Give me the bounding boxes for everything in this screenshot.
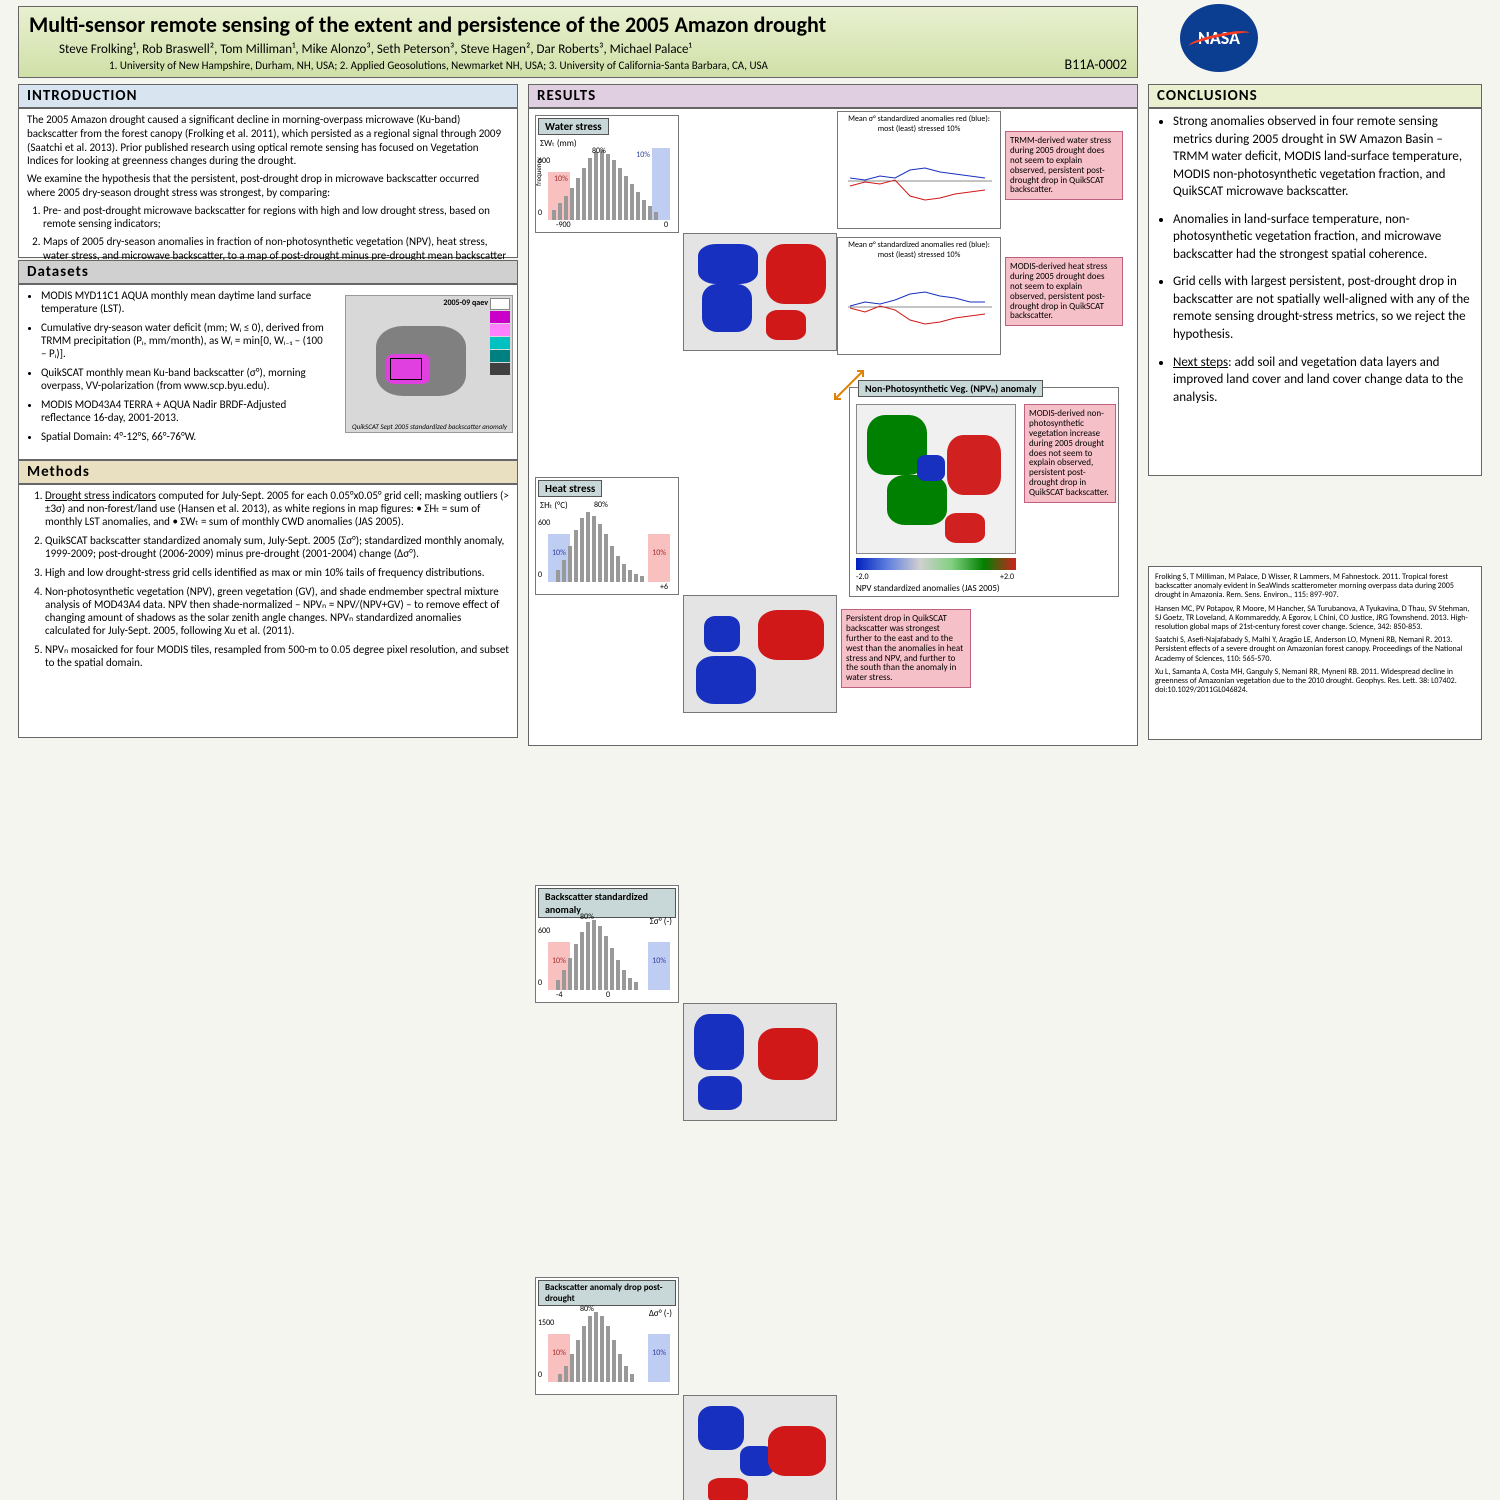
poster-title: Multi-sensor remote sensing of the exten… bbox=[29, 11, 1127, 38]
results-body: Water stress ΣWₜ (mm) 10% 10% 80% 600 0 … bbox=[528, 108, 1138, 746]
results-section: RESULTS Water stress ΣWₜ (mm) 10% 10% 80… bbox=[528, 84, 1138, 746]
legend-swatch bbox=[490, 298, 510, 310]
pink-box-water: TRMM-derived water stress during 2005 dr… bbox=[1005, 131, 1123, 200]
legend-swatch bbox=[490, 337, 510, 349]
conclusion-item: Grid cells with largest persistent, post… bbox=[1173, 273, 1473, 343]
method-item: Drought stress indicators computed for J… bbox=[45, 489, 509, 528]
backscatter-histogram: Backscatter standardized anomaly 80% Σσ°… bbox=[535, 885, 679, 1003]
intro-para-1: The 2005 Amazon drought caused a signifi… bbox=[27, 113, 509, 168]
method-item: High and low drought-stress grid cells i… bbox=[45, 566, 509, 579]
dataset-item: Spatial Domain: 4°-12°S, 66°-76°W. bbox=[41, 430, 327, 443]
reference: Saatchi S, Asefi-Najafabady S, Malhi Y, … bbox=[1155, 636, 1475, 664]
backscatter-drop-histogram: Backscatter anomaly drop post-drought Δσ… bbox=[535, 1277, 679, 1395]
datasets-body: MODIS MYD11C1 AQUA monthly mean daytime … bbox=[18, 284, 518, 460]
intro-para-2: We examine the hypothesis that the persi… bbox=[27, 172, 509, 200]
methods-section: Methods Drought stress indicators comput… bbox=[18, 460, 518, 738]
backscatter-drop-map bbox=[683, 1395, 837, 1500]
poster-code: B11A-0002 bbox=[1065, 56, 1127, 73]
methods-body: Drought stress indicators computed for J… bbox=[18, 484, 518, 738]
method-item: NPVₙ mosaicked for four MODIS tiles, res… bbox=[45, 643, 509, 669]
method-item: QuikSCAT backscatter standardized anomal… bbox=[45, 534, 509, 560]
method-item: Non-photosynthetic vegetation (NPV), gre… bbox=[45, 585, 509, 637]
histogram-bars bbox=[548, 148, 668, 220]
pink-box-npv: MODIS-derived non-photosynthetic vegetat… bbox=[1024, 404, 1116, 503]
heat-stress-histogram: Heat stress ΣHₜ (°C) 80% 10% 10% 600 0 +… bbox=[535, 477, 679, 595]
heat-stress-map bbox=[683, 595, 837, 713]
npv-panel: Non-Photosynthetic Veg. (NPVₙ) anomaly -… bbox=[849, 387, 1119, 597]
reference: Xu L, Samanta A, Costa MH, Ganguly S, Ne… bbox=[1155, 668, 1475, 696]
water-stress-histogram: Water stress ΣWₜ (mm) 10% 10% 80% 600 0 … bbox=[535, 115, 679, 233]
legend-swatch bbox=[490, 311, 510, 323]
author-list: Steve Frolking¹, Rob Braswell², Tom Mill… bbox=[59, 42, 1127, 57]
water-stress-map bbox=[683, 233, 837, 351]
introduction-body: The 2005 Amazon drought caused a signifi… bbox=[18, 108, 518, 258]
conclusion-item: Anomalies in land-surface temperature, n… bbox=[1173, 211, 1473, 264]
dataset-item: Cumulative dry-season water deficit (mm;… bbox=[41, 321, 327, 360]
inset-map: 2005-09 qaev QuikSCAT Sept 2005 standard… bbox=[345, 295, 513, 433]
inset-label: 2005-09 qaev bbox=[443, 298, 488, 308]
arrow-icon bbox=[829, 365, 869, 405]
conclusions-section: CONCLUSIONS Strong anomalies observed in… bbox=[1148, 84, 1482, 476]
affiliations: 1. University of New Hampshire, Durham, … bbox=[109, 59, 1127, 72]
introduction-section: INTRODUCTION The 2005 Amazon drought cau… bbox=[18, 84, 518, 258]
methods-heading: Methods bbox=[18, 460, 518, 484]
conclusions-body: Strong anomalies observed in four remote… bbox=[1148, 108, 1482, 476]
dataset-item: MODIS MOD43A4 TERRA + AQUA Nadir BRDF-Ad… bbox=[41, 398, 327, 424]
inset-caption: QuikSCAT Sept 2005 standardized backscat… bbox=[352, 422, 507, 431]
legend-swatch bbox=[490, 324, 510, 336]
reference: Frolking S, T Milliman, M Palace, D Wiss… bbox=[1155, 573, 1475, 601]
reference: Hansen MC, PV Potapov, R Moore, M Hanche… bbox=[1155, 605, 1475, 633]
conclusion-item: Next steps: add soil and vegetation data… bbox=[1173, 354, 1473, 407]
results-heading: RESULTS bbox=[528, 84, 1138, 108]
references-box: Frolking S, T Milliman, M Palace, D Wiss… bbox=[1148, 566, 1482, 740]
introduction-heading: INTRODUCTION bbox=[18, 84, 518, 108]
poster-title-bar: Multi-sensor remote sensing of the exten… bbox=[18, 6, 1138, 78]
legend-swatch bbox=[490, 350, 510, 362]
heat-timeseries: Mean σ° standardized anomalies red (blue… bbox=[837, 237, 1001, 355]
dataset-item: QuikSCAT monthly mean Ku-band backscatte… bbox=[41, 366, 327, 392]
nasa-logo: NASA bbox=[1180, 4, 1258, 72]
dataset-item: MODIS MYD11C1 AQUA monthly mean daytime … bbox=[41, 289, 327, 315]
legend-swatch bbox=[490, 363, 510, 375]
pink-box-heat: MODIS-derived heat stress during 2005 dr… bbox=[1005, 257, 1123, 326]
water-timeseries: Mean σ° standardized anomalies red (blue… bbox=[837, 111, 1001, 229]
datasets-heading: Datasets bbox=[18, 260, 518, 284]
datasets-section: Datasets MODIS MYD11C1 AQUA monthly mean… bbox=[18, 260, 518, 460]
intro-item-1: Pre- and post-drought microwave backscat… bbox=[43, 204, 509, 232]
pink-box-backscatter: Persistent drop in QuikSCAT backscatter … bbox=[841, 609, 971, 688]
conclusions-heading: CONCLUSIONS bbox=[1148, 84, 1482, 108]
conclusion-item: Strong anomalies observed in four remote… bbox=[1173, 113, 1473, 201]
backscatter-map bbox=[683, 1003, 837, 1121]
